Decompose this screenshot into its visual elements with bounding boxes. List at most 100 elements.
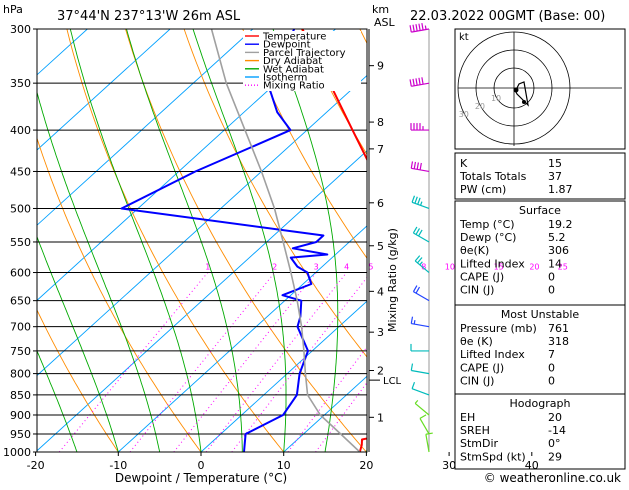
mixing-ratio-label: 1 bbox=[205, 263, 210, 272]
isotherm-line bbox=[37, 29, 171, 151]
wind-barb-staff bbox=[425, 434, 430, 453]
hodograph-trace bbox=[513, 81, 529, 107]
pressure-tick-label: 800 bbox=[10, 368, 31, 381]
hodograph-stats-title: Hodograph bbox=[510, 397, 571, 410]
wind-barb-flag bbox=[409, 79, 412, 87]
altitude-tick-label: 1 bbox=[377, 411, 384, 424]
dry-adiabat-line bbox=[242, 29, 367, 259]
wind-barb bbox=[410, 363, 430, 375]
wind-barb-flag bbox=[415, 24, 418, 32]
wind-barb-flag bbox=[419, 162, 422, 170]
most-unstable-row-label: Lifted Index bbox=[460, 348, 525, 361]
wind-barb-flag bbox=[410, 161, 414, 169]
wind-barb-half-flag bbox=[413, 320, 416, 325]
wind-barb-flag bbox=[417, 257, 423, 264]
surface-row-label: CIN (J) bbox=[460, 284, 494, 297]
pressure-tick-label: 500 bbox=[10, 202, 31, 215]
mixing-ratio-label: 4 bbox=[344, 263, 349, 272]
profile-series bbox=[120, 29, 367, 452]
km-label: km bbox=[372, 3, 389, 16]
legend-label: Mixing Ratio bbox=[263, 81, 325, 92]
wind-barb-half-flag bbox=[414, 399, 419, 404]
wind-barb-flag bbox=[414, 196, 418, 204]
altitude-tick-label: 9 bbox=[377, 60, 384, 73]
index-label: PW (cm) bbox=[460, 183, 506, 196]
altitude-tick-label: 5 bbox=[377, 240, 384, 253]
asl-label: ASL bbox=[374, 16, 396, 29]
hodograph-stats-row-label: StmDir bbox=[460, 437, 499, 450]
most-unstable-row-value: 7 bbox=[548, 348, 555, 361]
dry-adiabat-line bbox=[66, 29, 285, 452]
wet-adiabat-line bbox=[126, 29, 243, 452]
hodograph-stats-row-value: 29 bbox=[548, 450, 562, 463]
wind-barb bbox=[409, 23, 430, 33]
hodograph-ring-label: 10 bbox=[491, 94, 501, 103]
wind-barb bbox=[411, 381, 430, 396]
wind-barb-flag bbox=[410, 363, 414, 371]
most-unstable-row-label: CIN (J) bbox=[460, 374, 494, 387]
temperature-tick-label: 0 bbox=[198, 459, 205, 472]
wind-barb bbox=[412, 226, 430, 243]
wind-barb-half-flag bbox=[424, 25, 427, 30]
mixing-ratio-labels: 1 2 3 4 5 8 10 15 20 25 bbox=[205, 263, 568, 272]
wind-barb-flag bbox=[412, 24, 415, 32]
dry-adiabat-line bbox=[125, 29, 367, 452]
wind-barb-staff bbox=[413, 232, 430, 243]
most-unstable-row-value: 318 bbox=[548, 335, 569, 348]
wet-adiabat-line bbox=[37, 90, 161, 452]
wind-barb-flag bbox=[415, 78, 418, 86]
wind-barb-flag bbox=[411, 195, 416, 203]
wind-barb-staff bbox=[411, 388, 430, 396]
wet-adiabat-line bbox=[37, 349, 78, 452]
isotherm-line bbox=[0, 29, 5, 452]
wind-barb-flag bbox=[421, 77, 424, 85]
mixing-ratio-label: 3 bbox=[314, 263, 319, 272]
mixing-ratio-label: 2 bbox=[272, 263, 277, 272]
date-title: 22.03.2022 00GMT (Base: 00) bbox=[410, 9, 605, 24]
altitude-axis: 9 8 7 6 5 4 3 2 1 LCL bbox=[368, 29, 402, 452]
wind-barb-flag bbox=[412, 78, 415, 86]
mixing-ratio-label: 10 bbox=[445, 263, 455, 272]
wind-barb bbox=[414, 255, 430, 273]
most-unstable-row-label: Pressure (mb) bbox=[460, 322, 537, 335]
plot-frame bbox=[36, 28, 368, 453]
wind-barb-flag bbox=[418, 23, 421, 31]
isotherm-line bbox=[37, 29, 336, 301]
surface-title: Surface bbox=[519, 204, 561, 217]
pressure-tick-label: 450 bbox=[10, 165, 31, 178]
surface-row-label: Lifted Index bbox=[460, 257, 525, 270]
credit-text: © weatheronline.co.uk bbox=[484, 471, 621, 485]
isotherm-line bbox=[200, 300, 367, 452]
wind-barb-flag bbox=[418, 77, 421, 85]
index-value: 15 bbox=[548, 157, 562, 170]
most-unstable-row-label: θe (K) bbox=[460, 335, 493, 348]
wind-barb-half-flag bbox=[419, 201, 423, 206]
index-value: 1.87 bbox=[548, 183, 573, 196]
wind-barb bbox=[411, 195, 430, 210]
indices-box bbox=[454, 152, 626, 200]
pressure-tick-label: 700 bbox=[10, 321, 31, 334]
pressure-tick-label: 400 bbox=[10, 124, 31, 137]
location-title: 37°44'N 237°13'W 26m ASL bbox=[57, 9, 241, 24]
x-axis-title: Dewpoint / Temperature (°C) bbox=[115, 471, 287, 485]
hodograph-stats-row-value: 0° bbox=[548, 437, 561, 450]
wind-barb bbox=[410, 343, 429, 352]
wind-barb-flag bbox=[410, 316, 414, 324]
most-unstable-row-value: 761 bbox=[548, 322, 569, 335]
hodograph-stats-row-label: StmSpd (kt) bbox=[460, 450, 526, 463]
surface-row-label: CAPE (J) bbox=[460, 270, 504, 283]
wind-barb-flag bbox=[414, 255, 421, 262]
surface-row-value: 19.2 bbox=[548, 218, 573, 231]
wind-barb-flag bbox=[413, 161, 417, 169]
surface-row-label: Dewp (°C) bbox=[460, 231, 516, 244]
altitude-tick-label: 8 bbox=[377, 116, 384, 129]
legend-background bbox=[243, 31, 361, 91]
wet-adiabat-line bbox=[69, 29, 202, 452]
mixing-ratio-line bbox=[287, 346, 367, 452]
pressure-tick-label: 600 bbox=[10, 267, 31, 280]
pressure-tick-label: 750 bbox=[10, 345, 31, 358]
wind-barb bbox=[410, 161, 430, 173]
pressure-tick-label: 850 bbox=[10, 389, 31, 402]
